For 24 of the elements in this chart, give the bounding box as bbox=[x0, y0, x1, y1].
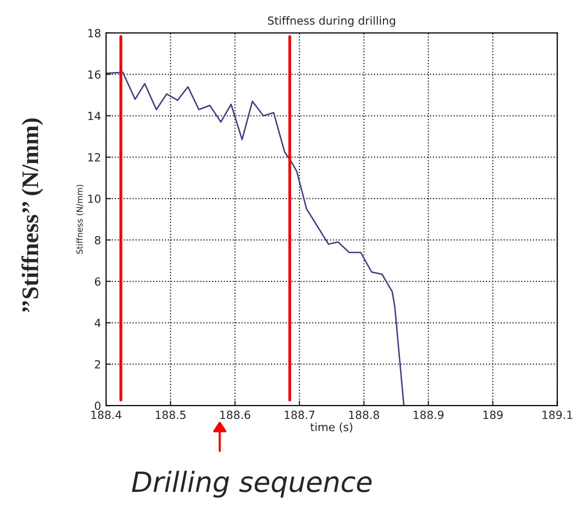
x-tick-label: 188.4 bbox=[91, 410, 122, 420]
x-tick-label: 189 bbox=[483, 410, 503, 420]
y-tick-label: 10 bbox=[88, 194, 100, 203]
y-tick-label: 8 bbox=[94, 236, 100, 244]
y-tick-label: 14 bbox=[88, 112, 101, 120]
x-tick-label: 188.6 bbox=[220, 410, 250, 420]
y-tick-label: 0 bbox=[94, 402, 100, 410]
y-tick-label: 16 bbox=[88, 70, 101, 79]
chart-title: Stiffness during drilling bbox=[268, 16, 396, 27]
y-tick-label: 6 bbox=[94, 277, 101, 286]
x-tick-label: 188.5 bbox=[156, 410, 186, 420]
y-axis-title: Stiffness (N/mm) bbox=[76, 184, 84, 254]
x-axis-title: time (s) bbox=[310, 422, 352, 433]
line-series bbox=[106, 72, 405, 406]
y-tick-label: 2 bbox=[94, 360, 100, 368]
y-tick-label: 18 bbox=[88, 28, 100, 38]
text: ’’Stiffness’’ (N/mm) bbox=[21, 118, 44, 312]
y-tick-label: 12 bbox=[88, 153, 100, 162]
x-tick-label: 189.1 bbox=[542, 410, 572, 420]
x-tick-label: 188.8 bbox=[349, 410, 380, 420]
y-tick-label: 4 bbox=[94, 318, 101, 328]
x-tick-label: 188.7 bbox=[284, 410, 314, 420]
x-tick-label: 188.9 bbox=[414, 410, 444, 420]
text: Drilling sequence bbox=[132, 470, 372, 498]
